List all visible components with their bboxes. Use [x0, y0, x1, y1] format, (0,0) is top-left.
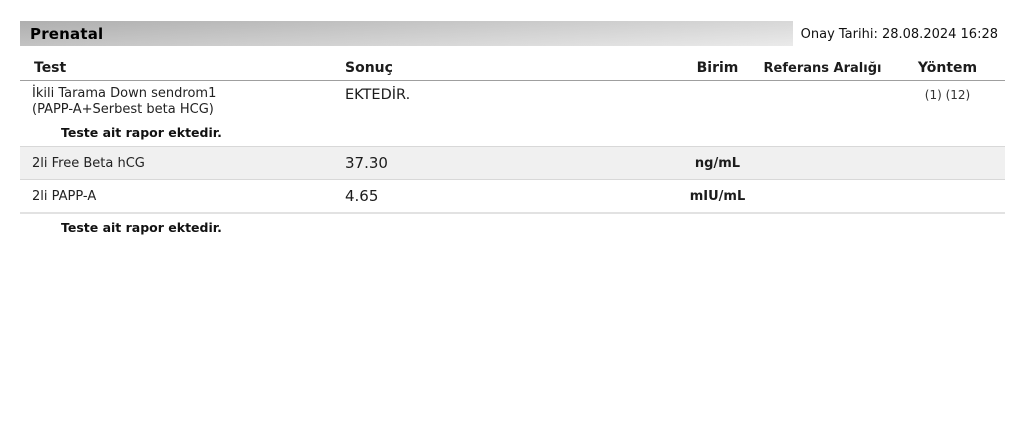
table-row: İkili Tarama Down sendrom1 (PAPP-A+Serbe… — [20, 81, 1005, 121]
result-value: EKTEDİR. — [345, 87, 411, 103]
attachment-note: Teste ait rapor ektedir. — [61, 125, 222, 140]
attachment-note: Teste ait rapor ektedir. — [61, 220, 222, 235]
column-header-birim: Birim — [696, 60, 739, 76]
unit-value: ng/mL — [694, 155, 741, 171]
column-header-yontem: Yöntem — [917, 60, 978, 76]
table-row: 2li Free Beta hCG 37.30 ng/mL — [20, 146, 1005, 180]
section-header-bar: Prenatal — [20, 21, 793, 46]
approval-date: Onay Tarihi: 28.08.2024 16:28 — [800, 27, 998, 42]
test-name: İkili Tarama Down sendrom1 (PAPP-A+Serbe… — [20, 86, 345, 118]
column-header-sonuc: Sonuç — [345, 60, 393, 76]
results-table: Test Sonuç Birim Referans Aralığı Yöntem… — [20, 56, 1005, 235]
column-header-referans: Referans Aralığı — [763, 61, 882, 76]
section-title: Prenatal — [30, 24, 104, 43]
test-name: 2li PAPP-A — [32, 188, 97, 204]
result-value: 37.30 — [345, 154, 388, 172]
test-name: 2li Free Beta hCG — [32, 155, 145, 171]
column-header-test: Test — [34, 60, 67, 76]
method-value: (1) (12) — [924, 88, 971, 102]
test-name-line1: İkili Tarama Down sendrom1 — [32, 86, 217, 101]
table-row: 2li PAPP-A 4.65 mIU/mL — [20, 180, 1005, 214]
unit-value: mIU/mL — [689, 188, 746, 204]
table-header-row: Test Sonuç Birim Referans Aralığı Yöntem — [20, 56, 1005, 81]
result-value: 4.65 — [345, 187, 379, 205]
test-name-line2: (PAPP-A+Serbest beta HCG) — [32, 102, 214, 117]
